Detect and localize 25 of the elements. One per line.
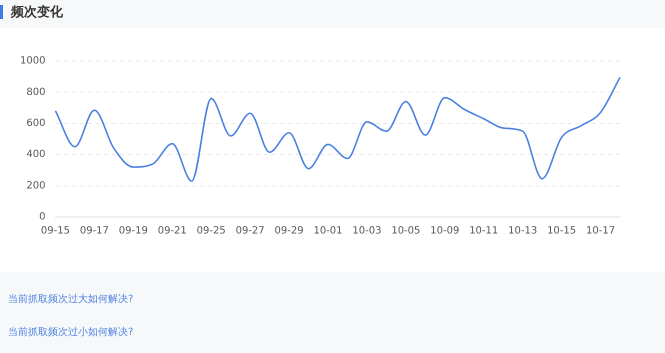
x-tick-label: 09-15 <box>40 226 70 237</box>
y-tick-label: 600 <box>26 118 46 129</box>
x-tick-label: 10-09 <box>430 226 460 237</box>
x-tick-label: 09-25 <box>196 226 226 237</box>
text: 当前抓取频次过大如何解决? <box>8 292 134 306</box>
chart-title: 频次变化 <box>11 4 63 21</box>
x-tick-label: 09-21 <box>158 226 187 237</box>
line-series <box>54 76 621 182</box>
x-tick-label: 10-11 <box>469 226 498 237</box>
y-tick-label: 400 <box>26 149 46 160</box>
x-tick-label: 10-13 <box>508 226 538 237</box>
y-tick-label: 200 <box>26 180 46 192</box>
y-tick-label: 1000 <box>20 56 46 67</box>
text: 当前抓取频次过小如何解决? <box>8 326 134 339</box>
x-tick-label: 10-05 <box>391 226 420 237</box>
x-tick-label: 09-17 <box>80 226 109 237</box>
x-tick-label: 09-29 <box>274 226 304 237</box>
x-tick-label: 10-17 <box>586 226 616 237</box>
x-tick-label: 10-03 <box>352 226 382 237</box>
x-tick-label: 10-01 <box>313 226 343 237</box>
x-tick-label: 09-27 <box>236 226 265 237</box>
y-tick-label: 800 <box>26 86 46 98</box>
x-tick-label: 10-15 <box>547 226 576 237</box>
y-tick-label: 0 <box>39 212 46 223</box>
x-tick-label: 09-19 <box>118 226 148 237</box>
